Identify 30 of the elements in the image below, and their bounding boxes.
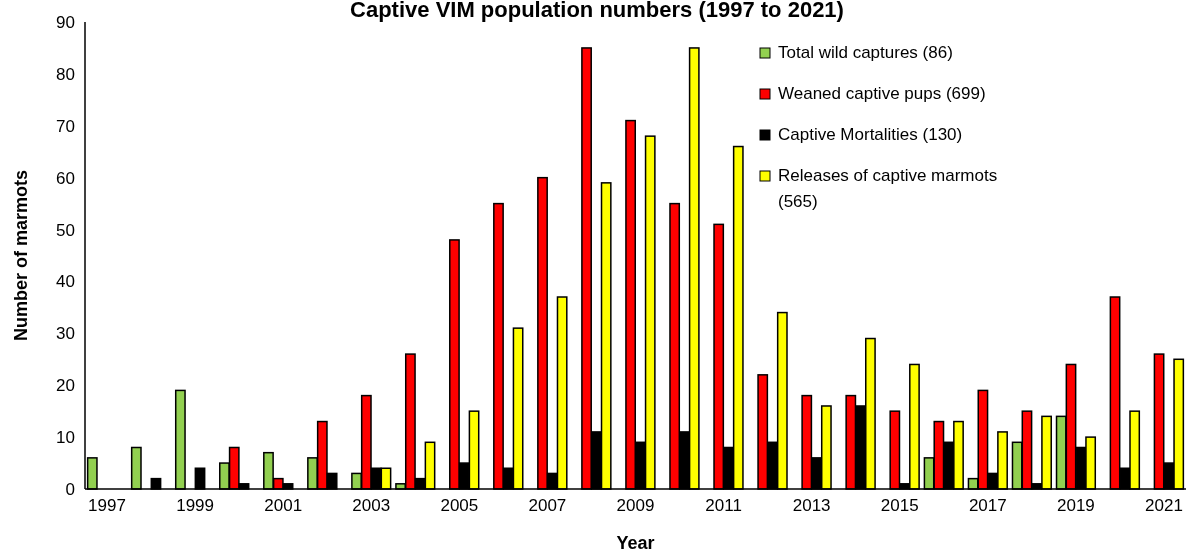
x-tick-label: 1999 [176,496,215,515]
x-tick-label: 2001 [264,496,303,515]
legend-label: Weaned captive pups (699) [778,84,986,103]
y-tick-label: 90 [56,13,75,32]
y-tick-label: 10 [56,428,75,448]
y-tick-label: 50 [56,220,75,240]
x-tick-label: 2009 [616,496,655,515]
x-tick-label: 1997 [88,496,126,515]
x-tick-label: 2011 [705,496,742,515]
x-tick-label: 2017 [968,496,1007,515]
x-tick-label: 2007 [528,496,567,515]
x-tick-label: 2015 [880,496,919,515]
y-tick-label: 80 [56,64,75,84]
chart-title: Captive VIM population numbers (1997 to 2021) [350,0,844,22]
x-tick-label: 2003 [352,496,391,515]
y-tick-label: 30 [56,324,75,344]
y-tick-label: 40 [56,272,75,292]
x-tick-label: 2013 [792,496,831,515]
legend-label: Total wild captures (86) [778,43,953,62]
y-axis-title: Number of marmots [11,169,31,342]
x-tick-label: 2021 [1145,496,1183,515]
y-tick-label: 70 [56,116,75,136]
x-axis-title: Year [616,533,655,553]
y-tick-label: 0 [65,480,75,499]
x-tick-label: 2019 [1056,496,1095,515]
y-tick-label: 20 [56,376,75,396]
y-tick-label: 60 [56,168,75,188]
legend-label: Captive Mortalities (130) [778,125,963,144]
legend-label: Releases of captive marmots (565) [778,166,998,211]
x-tick-label: 2005 [440,496,479,515]
